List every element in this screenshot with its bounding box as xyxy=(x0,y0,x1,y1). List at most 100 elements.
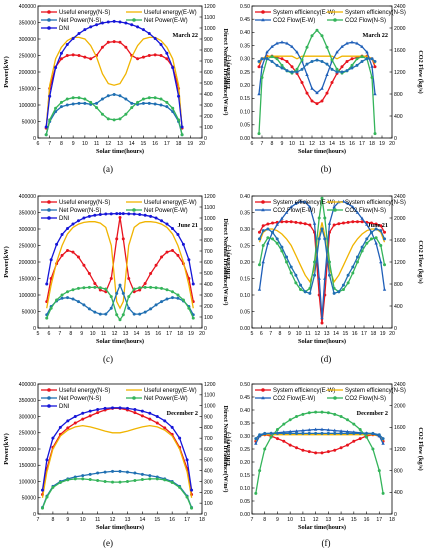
data-point xyxy=(170,226,174,230)
data-point xyxy=(71,222,75,226)
x-axis-title: Solar time(hours) xyxy=(96,148,144,155)
y2-tick-label: 1600 xyxy=(394,48,406,54)
data-point xyxy=(270,59,274,63)
x-tick-label: 16 xyxy=(352,331,358,337)
x-tick-label: 13 xyxy=(324,331,330,337)
data-point xyxy=(345,443,349,447)
data-point xyxy=(301,428,305,432)
y-axis-title: Power(kW) xyxy=(3,246,10,278)
legend-item: DNI xyxy=(41,216,70,222)
x-tick-label: 20 xyxy=(199,331,205,337)
data-point xyxy=(305,91,309,95)
data-point xyxy=(326,431,330,435)
x-tick-label: 15 xyxy=(144,331,150,337)
data-point xyxy=(127,295,131,299)
x-tick-label: 17 xyxy=(164,141,170,147)
data-point xyxy=(118,283,122,287)
data-point xyxy=(103,406,107,410)
data-point xyxy=(370,64,374,68)
data-point xyxy=(160,219,164,223)
y2-tick-label: 1600 xyxy=(394,238,406,244)
data-point xyxy=(148,474,152,478)
date-annotation: March 22 xyxy=(363,32,389,39)
data-point xyxy=(176,296,180,300)
x-axis-title: Solar time(hours) xyxy=(96,338,144,345)
data-point xyxy=(305,62,309,66)
plot-frame xyxy=(251,195,393,329)
x-tick-label: 20 xyxy=(389,331,395,337)
panel-d: 5 6 7 8 9 10 11 12 13 14 15 16 17 18 19 200.000.050.100… xyxy=(225,194,424,364)
data-point xyxy=(77,96,81,100)
data-point xyxy=(308,205,312,209)
data-point xyxy=(312,221,317,225)
legend-marker xyxy=(333,208,337,212)
x-tick-label: 18 xyxy=(370,331,376,337)
y-tick-label: 0.35 xyxy=(240,210,250,216)
panel-caption: (f) xyxy=(322,538,331,548)
data-point xyxy=(96,471,100,475)
data-point xyxy=(332,291,336,295)
series-line xyxy=(258,222,386,284)
data-point xyxy=(303,200,307,204)
y2-tick-label: 500 xyxy=(204,271,213,277)
series-system-efficiency-n-s xyxy=(258,222,386,284)
legend: Useful energy(N-S) Useful energy(E-W) Net … xyxy=(41,388,197,410)
data-point xyxy=(96,411,100,415)
data-point xyxy=(187,306,191,310)
data-point xyxy=(327,260,331,264)
y2-axis-title: CO2 Flow (kg/s) xyxy=(417,50,424,93)
data-point xyxy=(317,216,321,220)
legend-marker xyxy=(333,18,337,22)
data-point xyxy=(141,55,145,59)
data-point xyxy=(159,54,163,57)
data-point xyxy=(261,224,265,228)
data-point xyxy=(100,112,104,116)
data-point xyxy=(314,451,318,455)
y2-tick-label: 1100 xyxy=(204,15,215,21)
data-point xyxy=(103,480,107,483)
y2-tick-label: 1200 xyxy=(394,447,406,453)
data-point xyxy=(299,283,303,287)
x-tick-label: 8 xyxy=(69,331,72,337)
x-tick-label: 14 xyxy=(139,517,145,523)
data-point xyxy=(59,51,63,55)
data-point xyxy=(330,58,334,62)
data-point xyxy=(315,91,319,95)
data-point xyxy=(100,21,104,25)
y-tick-label: 150000 xyxy=(19,463,36,469)
data-point xyxy=(340,70,344,74)
legend-label: Useful energy(N-S) xyxy=(59,200,110,206)
x-tick-label: 9 xyxy=(66,517,69,523)
y2-tick-label: 800 xyxy=(204,48,213,54)
data-point xyxy=(133,407,137,411)
y-tick-label: 0.30 xyxy=(240,227,250,233)
data-point xyxy=(294,429,299,433)
y2-tick-label: 1000 xyxy=(204,26,216,32)
series-dni xyxy=(40,406,194,492)
legend-marker xyxy=(47,10,51,14)
y2-tick-label: 1200 xyxy=(394,70,406,76)
y2-tick-label: 900 xyxy=(204,37,213,43)
data-point xyxy=(178,485,182,489)
x-tick-label: 12 xyxy=(314,331,320,337)
data-point xyxy=(377,433,381,437)
x-tick-label: 11 xyxy=(300,517,305,523)
data-point xyxy=(60,253,64,257)
data-point xyxy=(59,105,63,109)
data-point xyxy=(170,480,174,484)
data-point xyxy=(266,241,270,245)
date-annotation: December 2 xyxy=(357,410,388,417)
legend-marker xyxy=(47,388,51,392)
data-point xyxy=(177,94,181,98)
data-point xyxy=(365,435,369,439)
legend-marker xyxy=(261,18,265,22)
data-point xyxy=(121,237,125,241)
x-tick-label: 17 xyxy=(359,141,365,147)
legend-marker xyxy=(47,396,51,400)
data-point xyxy=(149,214,153,218)
x-tick-label: 9 xyxy=(281,141,284,147)
data-point xyxy=(290,44,294,48)
series-line xyxy=(45,36,183,129)
x-tick-label: 17 xyxy=(361,331,367,337)
data-point xyxy=(269,435,273,439)
